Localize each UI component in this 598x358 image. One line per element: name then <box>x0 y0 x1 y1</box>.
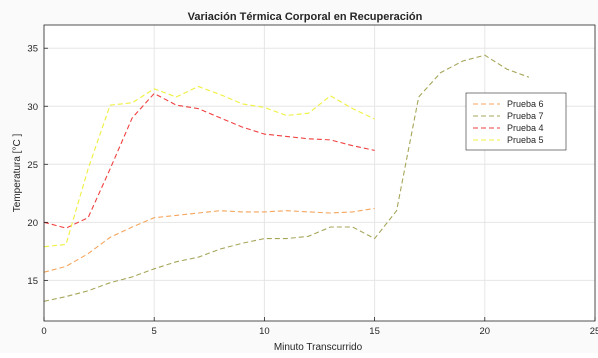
y-tick-label: 35 <box>27 44 38 55</box>
series-line-prueba-7 <box>43 54 530 302</box>
y-axis-label: Temperatura [°C ] <box>12 134 23 213</box>
series-line-prueba-6 <box>43 207 375 273</box>
y-tick-label: 15 <box>27 276 38 287</box>
plot-area <box>44 25 595 321</box>
y-tick-label: 30 <box>27 102 38 113</box>
series-line-prueba-4 <box>43 92 375 229</box>
legend-label-prueba-6: Prueba 6 <box>507 99 544 109</box>
x-tick-label: 20 <box>480 326 491 337</box>
x-tick-label: 0 <box>41 326 46 337</box>
y-tick-label: 25 <box>27 160 38 171</box>
x-axis-label: Minuto Transcurrido <box>274 342 363 353</box>
legend-label-prueba-7: Prueba 7 <box>507 111 544 121</box>
series-lines <box>43 54 530 302</box>
x-tick-label: 10 <box>259 326 270 337</box>
legend-label-prueba-5: Prueba 5 <box>507 135 544 145</box>
legend: Prueba 6 Prueba 7 Prueba 4 Prueba 5 <box>465 92 567 151</box>
x-tick-label: 5 <box>152 326 157 337</box>
x-tick-label: 25 <box>590 326 598 337</box>
axes <box>43 24 596 322</box>
series-line-prueba-5 <box>43 85 375 248</box>
y-tick-label: 20 <box>27 218 38 229</box>
plot-frame <box>43 24 596 322</box>
x-tick-label: 15 <box>369 326 380 337</box>
tick-labels: 0 5 10 15 20 25 15 20 25 30 35 <box>27 44 598 337</box>
chart-title: Variación Térmica Corporal en Recuperaci… <box>188 11 423 23</box>
legend-label-prueba-4: Prueba 4 <box>507 123 544 133</box>
